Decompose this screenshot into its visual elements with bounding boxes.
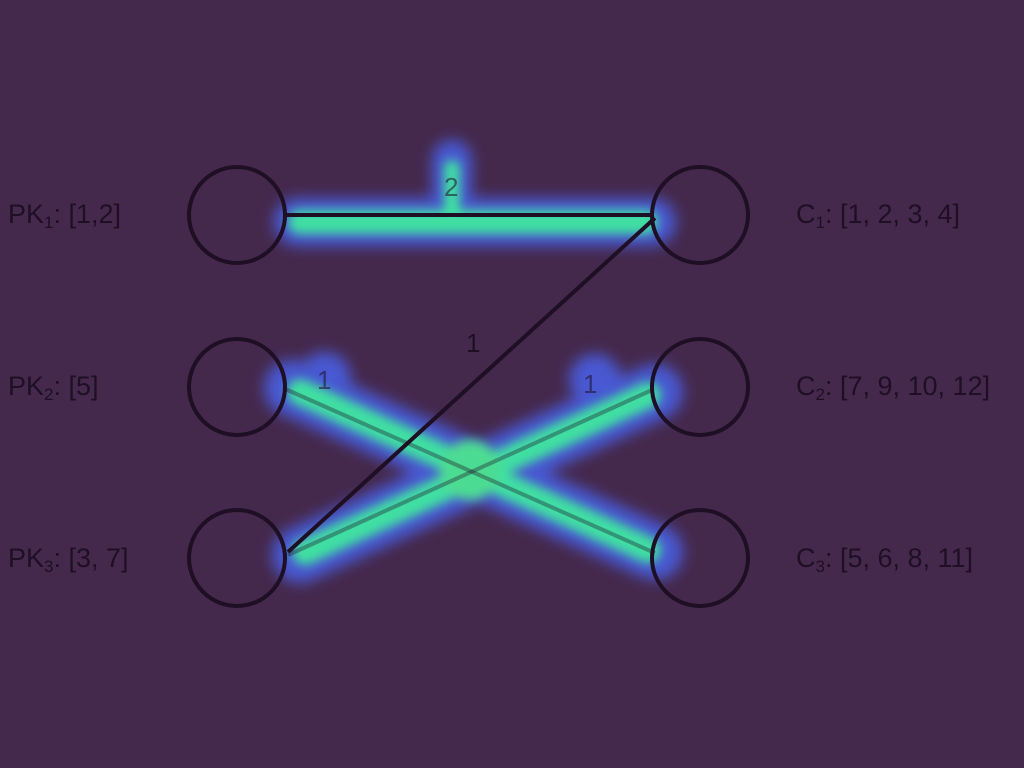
edge-pk3-c2 — [287, 388, 653, 557]
edge-weight-pk3-c1: 1 — [466, 328, 480, 358]
pk2-label: PK2: [5] — [8, 371, 99, 404]
edge-lines — [282, 213, 657, 557]
pk1-node — [187, 165, 287, 265]
pk3-label: PK3: [3, 7] — [8, 543, 129, 576]
heatmap-overlay — [264, 140, 683, 583]
edge-pk2-c3 — [282, 386, 656, 555]
pk3-node — [187, 508, 287, 608]
c1-node — [650, 165, 750, 265]
c2-label: C2: [7, 9, 10, 12] — [796, 371, 991, 404]
c2-node — [650, 337, 750, 437]
edge-weight-pk3-c2: 1 — [583, 369, 597, 399]
pk2-node — [187, 337, 287, 437]
pk1-label: PK1: [1,2] — [8, 199, 122, 232]
c3-label: C3: [5, 6, 8, 11] — [796, 543, 974, 576]
edge-weight-pk1-c1: 2 — [444, 172, 458, 202]
edge-weight-pk2-c3: 1 — [317, 365, 331, 395]
c1-label: C1: [1, 2, 3, 4] — [796, 199, 961, 232]
edge-pk3-c1 — [286, 216, 657, 554]
node-circles — [187, 165, 750, 608]
c3-node — [650, 508, 750, 608]
